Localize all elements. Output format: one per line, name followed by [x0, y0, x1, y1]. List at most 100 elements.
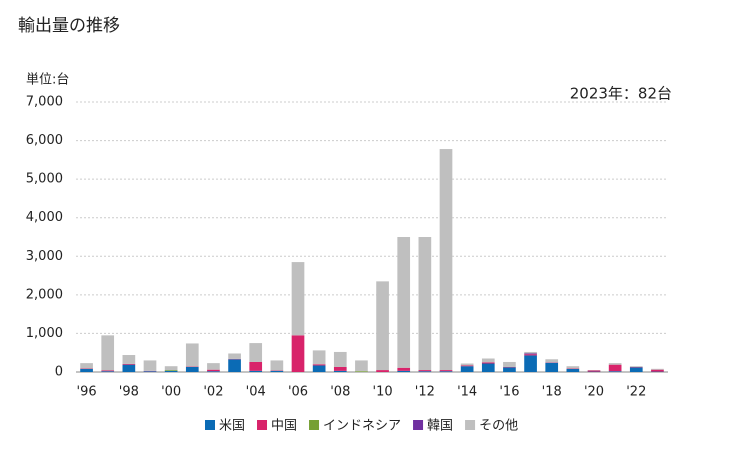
bar-segment [419, 237, 432, 370]
x-tick-label: '02 [203, 385, 223, 400]
y-tick-label: 3,000 [26, 249, 63, 264]
bar-segment [313, 364, 326, 365]
bar-segment [482, 364, 495, 372]
bar-segment [144, 371, 157, 372]
legend-swatch [257, 420, 267, 430]
legend-label: 韓国 [427, 419, 453, 434]
legend-label: インドネシア [323, 419, 401, 434]
bar-segment [461, 364, 474, 366]
bar-segment [503, 367, 516, 372]
bar-segment [123, 355, 136, 364]
bar-segment [651, 369, 664, 370]
bar-segment [101, 371, 114, 372]
chart-title: 輸出量の推移 [18, 16, 120, 36]
bar-segment [249, 362, 262, 371]
legend-label: その他 [479, 419, 518, 434]
x-tick-label: '18 [542, 385, 562, 400]
x-tick-label: '22 [626, 385, 646, 400]
bar-segment [207, 371, 220, 372]
y-tick-label: 7,000 [26, 95, 63, 110]
y-tick-label: 0 [55, 365, 63, 380]
bar-segment [524, 352, 537, 354]
x-tick-label: '04 [246, 385, 266, 400]
bar-segment [461, 366, 474, 372]
bar-segment [228, 359, 241, 372]
bar-segment [165, 366, 178, 370]
bar-segment [334, 367, 347, 371]
y-tick-label: 2,000 [26, 287, 63, 302]
x-tick-label: '12 [415, 385, 435, 400]
y-tick-label: 4,000 [26, 210, 63, 225]
bar-segment [440, 370, 453, 371]
bar-segment [271, 371, 284, 372]
bar-segment [376, 281, 389, 370]
bar-segment [80, 369, 93, 372]
bar-segment [545, 359, 558, 362]
legend-label: 中国 [271, 419, 297, 434]
bar-segment [292, 335, 305, 372]
x-tick-label: '96 [77, 385, 97, 400]
y-unit-label: 単位:台 [26, 72, 69, 88]
bar-segment [588, 370, 601, 371]
bar-segment [419, 370, 432, 371]
bar-segment [376, 370, 389, 372]
y-tick-label: 1,000 [26, 326, 63, 341]
bar-segment [397, 371, 410, 372]
x-tick-label: '98 [119, 385, 139, 400]
y-tick-label: 5,000 [26, 172, 63, 187]
bar-segment [207, 363, 220, 370]
bar-segment [355, 371, 368, 372]
bar-segment [651, 370, 664, 372]
bar-segment [397, 237, 410, 368]
bar-segment [101, 370, 114, 371]
bar-segment [630, 366, 643, 367]
bar-segment [186, 367, 199, 372]
bar-segment [334, 371, 347, 372]
x-tick-label: '00 [161, 385, 181, 400]
bar-segment [440, 371, 453, 372]
bar-segment [397, 368, 410, 371]
legend-swatch [465, 420, 475, 430]
bar-segment [313, 365, 326, 372]
bar-segment [207, 370, 220, 372]
legend-label: 米国 [219, 419, 245, 434]
bar-segment [461, 365, 474, 366]
x-tick-label: '08 [330, 385, 350, 400]
bar-segment [609, 363, 622, 365]
bar-segment [524, 353, 537, 354]
x-tick-label: '10 [373, 385, 393, 400]
y-tick-label: 6,000 [26, 133, 63, 148]
bar-segment [503, 362, 516, 367]
bar-segment [186, 343, 199, 366]
bar-segment [524, 355, 537, 372]
bar-segment [123, 364, 136, 365]
bar-segment [249, 343, 262, 362]
bar-segment [567, 366, 580, 368]
bar-segment [545, 363, 558, 372]
bar-segment [630, 367, 643, 372]
x-tick-label: '16 [499, 385, 519, 400]
bar-segment [144, 360, 157, 370]
bar-segment [228, 353, 241, 358]
bar-segment [609, 365, 622, 372]
legend-swatch [309, 420, 319, 430]
x-tick-label: '20 [584, 385, 604, 400]
bar-segment [249, 371, 262, 372]
bar-segment [482, 359, 495, 363]
bar-segment [482, 362, 495, 363]
bar-segment [334, 352, 347, 367]
bar-segment [567, 369, 580, 372]
bar-segment [355, 360, 368, 371]
bar-segment [165, 370, 178, 371]
annotation: 2023年：82台 [570, 85, 672, 103]
bar-segment [524, 354, 537, 355]
bar-segment [419, 371, 432, 372]
bar-segment [123, 365, 136, 372]
bar-segment [313, 350, 326, 364]
bar-segment [165, 371, 178, 372]
x-tick-label: '14 [457, 385, 477, 400]
bar-segment [292, 262, 305, 335]
legend-swatch [413, 420, 423, 430]
bar-segment [101, 335, 114, 370]
